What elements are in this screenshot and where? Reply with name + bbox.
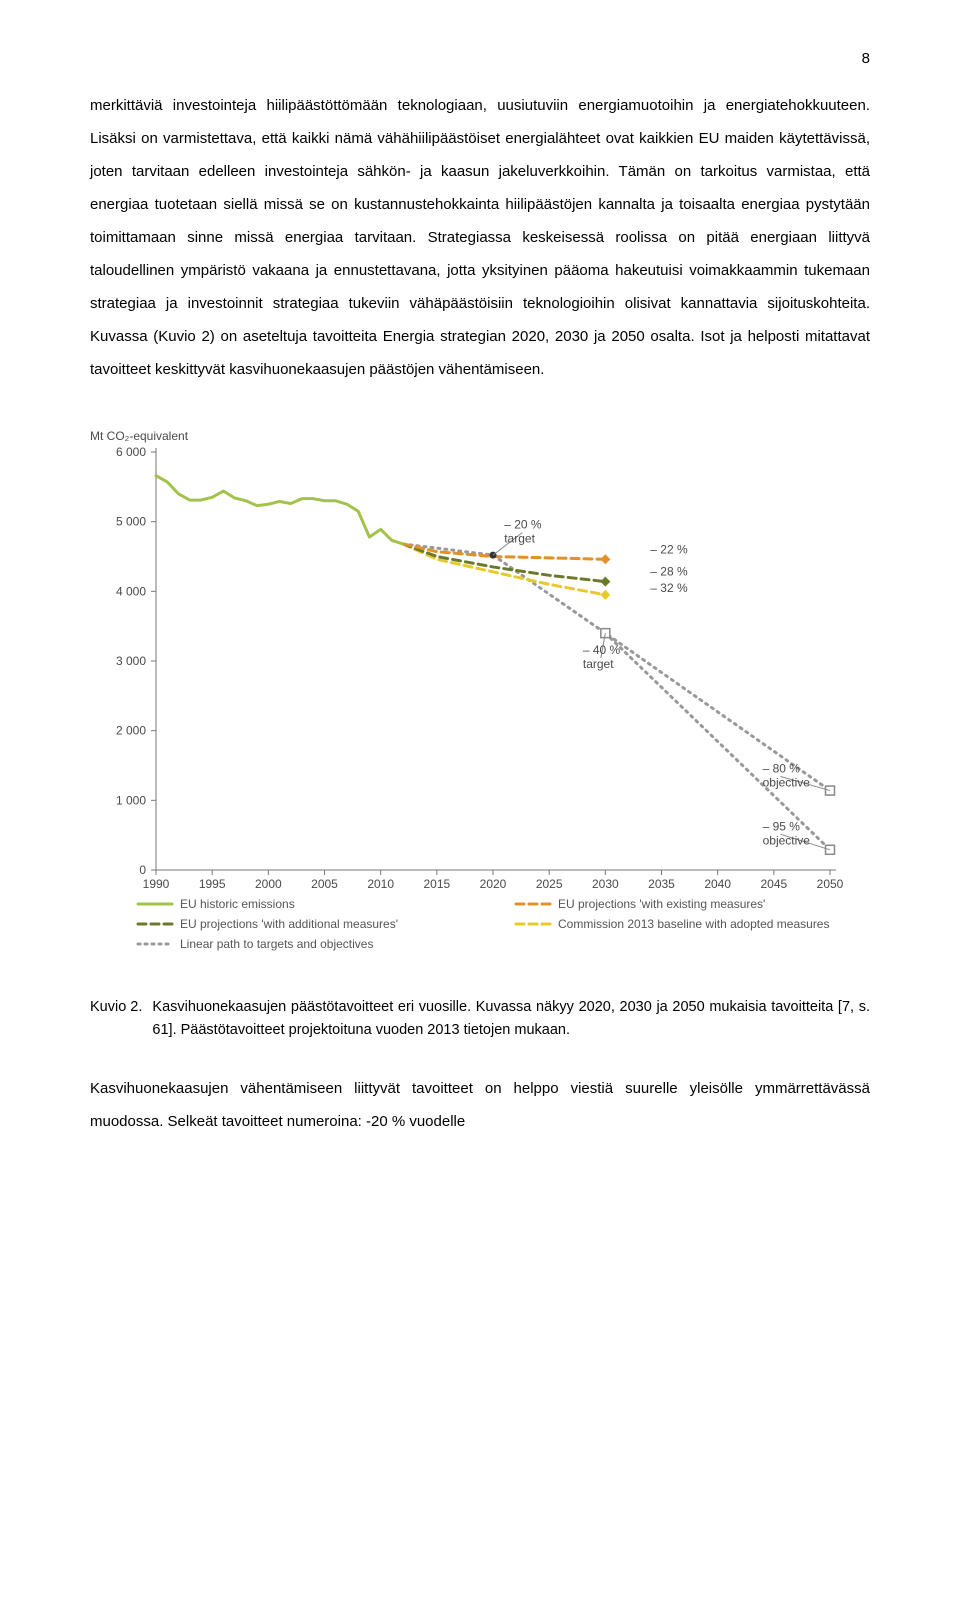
paragraph-2: Kasvihuonekaasujen vähentämiseen liittyv…	[90, 1072, 870, 1138]
svg-text:– 22 %: – 22 %	[650, 543, 688, 557]
svg-text:Mt CO₂-equivalent: Mt CO₂-equivalent	[90, 429, 189, 443]
svg-text:objective: objective	[763, 833, 811, 847]
svg-text:2045: 2045	[760, 877, 787, 891]
svg-text:5 000: 5 000	[116, 515, 146, 529]
svg-text:– 40 %: – 40 %	[583, 643, 621, 657]
page-number: 8	[90, 50, 870, 67]
svg-text:– 28 %: – 28 %	[650, 564, 688, 578]
svg-text:EU projections 'with existing: EU projections 'with existing measures'	[558, 897, 765, 911]
page: 8 merkittäviä investointeja hiilipäästöt…	[0, 0, 960, 1198]
svg-text:2025: 2025	[536, 877, 563, 891]
svg-text:2020: 2020	[480, 877, 507, 891]
svg-text:target: target	[583, 657, 614, 671]
svg-text:– 20 %: – 20 %	[504, 518, 542, 532]
svg-text:2000: 2000	[255, 877, 282, 891]
svg-text:4 000: 4 000	[116, 584, 146, 598]
caption-text: Kasvihuonekaasujen päästötavoitteet eri …	[152, 996, 870, 1042]
svg-text:2015: 2015	[423, 877, 450, 891]
emissions-chart: Mt CO₂-equivalent 0 1 000 2 000 3 000 4 000 5 …	[90, 426, 870, 956]
chart-svg: Mt CO₂-equivalent 0 1 000 2 000 3 000 4 000 5 …	[90, 426, 870, 956]
svg-text:0: 0	[139, 863, 146, 877]
svg-text:Commission 2013 baseline with: Commission 2013 baseline with adopted me…	[558, 917, 829, 931]
paragraph-1: merkittäviä investointeja hiilipäästöttö…	[90, 89, 870, 386]
svg-text:– 32 %: – 32 %	[650, 581, 688, 595]
svg-text:Linear path to targets and obj: Linear path to targets and objectives	[180, 937, 373, 951]
svg-text:2005: 2005	[311, 877, 338, 891]
svg-text:objective: objective	[763, 775, 811, 789]
svg-text:EU historic emissions: EU historic emissions	[180, 897, 295, 911]
caption-label: Kuvio 2.	[90, 996, 152, 1042]
svg-text:3 000: 3 000	[116, 654, 146, 668]
svg-text:6 000: 6 000	[116, 445, 146, 459]
figure-caption: Kuvio 2. Kasvihuonekaasujen päästötavoit…	[90, 996, 870, 1042]
svg-text:– 80 %: – 80 %	[763, 761, 801, 775]
svg-text:– 95 %: – 95 %	[763, 819, 801, 833]
svg-text:1 000: 1 000	[116, 793, 146, 807]
svg-text:target: target	[504, 532, 535, 546]
svg-text:2040: 2040	[704, 877, 731, 891]
svg-text:2010: 2010	[367, 877, 394, 891]
svg-text:2 000: 2 000	[116, 724, 146, 738]
svg-text:2050: 2050	[817, 877, 844, 891]
svg-text:2035: 2035	[648, 877, 675, 891]
svg-text:2030: 2030	[592, 877, 619, 891]
svg-text:1995: 1995	[199, 877, 226, 891]
svg-text:1990: 1990	[143, 877, 170, 891]
svg-text:EU projections 'with additiona: EU projections 'with additional measures…	[180, 917, 398, 931]
